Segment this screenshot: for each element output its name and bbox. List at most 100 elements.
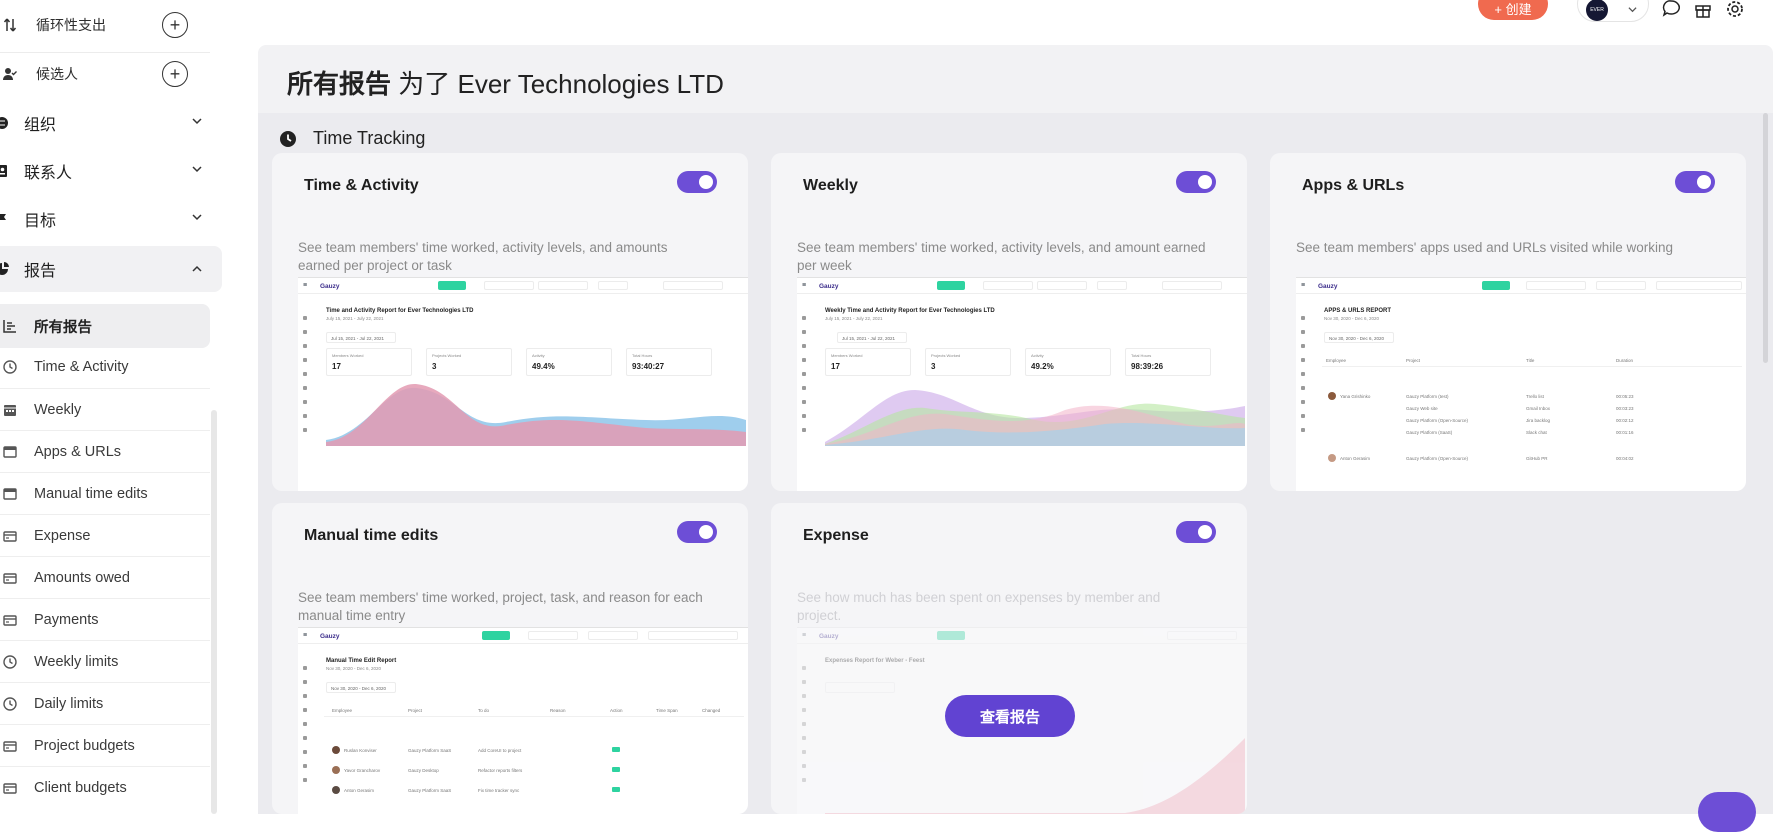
table-cell: Fix time tracker sync [478,788,520,793]
avatar [332,786,340,794]
table-cell: Yana Grishinko [1340,394,1371,399]
chevron-up-icon [192,265,202,272]
preview-stat: Members Worked 17 [326,348,412,376]
report-toggle[interactable] [1176,521,1216,543]
clock-icon [2,654,18,670]
preview-sidebar [802,316,807,456]
sidebar-item-recurring-expenses[interactable]: 循环性支出 + [0,8,210,42]
sidebar-item-client-budgets[interactable]: Client budgets [0,766,210,808]
preview-select [983,281,1033,290]
sidebar-item-weekly-limits[interactable]: Weekly limits [0,640,210,682]
sidebar-item-time-activity[interactable]: Time & Activity [0,346,210,388]
preview-sidebar [303,666,308,806]
sidebar-group-reports[interactable]: 报告 [0,246,222,292]
stat-label: Activity [532,353,545,358]
sidebar-group-label: 联系人 [24,165,73,182]
preview-select [1596,281,1646,290]
sidebar-item-all-reports[interactable]: 所有报告 [0,304,210,348]
floating-action-button[interactable] [1698,792,1756,832]
table-cell: GitHub PR [1526,456,1548,461]
sidebar-group-goals[interactable]: 目标 [0,198,222,240]
sidebar-scrollbar[interactable] [211,410,217,814]
table-cell: Gauzy Platform SaaS [408,788,452,793]
add-candidate-button[interactable]: + [162,61,188,87]
preview-logo: Gauzy [320,633,340,640]
card-title: Time & Activity [304,177,419,194]
preview-logo: Gauzy [819,633,839,640]
divider [1322,366,1742,367]
preview-select [1162,281,1222,290]
report-toggle[interactable] [677,171,717,193]
table-cell: Anton Gerasim [1340,456,1371,461]
preview-stat: Members Worked 17 [825,348,911,376]
user-check-icon [2,66,18,82]
settings-gear-icon[interactable] [1726,0,1744,18]
sidebar-item-expense[interactable]: Expense [0,514,210,556]
sidebar-item-weekly[interactable]: Weekly [0,388,210,430]
sidebar-item-project-budgets[interactable]: Project budgets [0,724,210,766]
stat-label: Projects Worked [931,353,961,358]
preview-date-range: Nov 30, 2020 - Dec 6, 2020 [326,682,396,693]
table-cell: 00:01:16 [1616,430,1634,435]
page-title-org: 为了 Ever Technologies LTD [398,69,724,99]
table-cell: 00:04:02 [1616,456,1634,461]
create-button[interactable]: + 创建 [1478,0,1548,20]
stat-value: 49.4% [532,362,555,371]
table-cell: Ruslan Konviser [344,748,377,753]
sidebar-item-candidates[interactable]: 候选人 + [0,57,210,91]
gift-icon[interactable] [1694,0,1712,18]
card-description: See team members' time worked, project, … [298,590,703,623]
report-card-time-activity[interactable]: Time & Activity See team members' time w… [272,153,748,491]
column-header: Project [408,708,423,713]
section-title-label: Time Tracking [313,128,426,148]
table-cell: Gmail Inbox [1526,406,1551,411]
table-cell: Gauzy Web site [1406,406,1438,411]
stat-value: 98:39:26 [1131,362,1164,371]
sidebar-group-contacts[interactable]: 联系人 [0,150,222,192]
sidebar-item-daily-limits[interactable]: Daily limits [0,682,210,724]
view-report-button[interactable]: 查看报告 [945,695,1075,737]
stat-label: Members Worked [831,353,863,358]
preview-create-button [438,281,466,290]
chat-icon[interactable] [1662,0,1680,18]
sidebar-group-organization[interactable]: 组织 [0,102,222,144]
credit-card-icon [2,528,18,544]
main-scrollbar[interactable] [1763,113,1768,363]
sidebar-item-amounts-owed[interactable]: Amounts owed [0,556,210,598]
stat-label: Total Hours [1131,353,1152,358]
sidebar-item-label: 所有报告 [34,319,92,336]
report-toggle[interactable] [1176,171,1216,193]
preview-title: Time and Activity Report for Ever Techno… [326,308,474,314]
clock-icon [2,696,18,712]
chevron-down-icon [1628,7,1637,13]
sidebar-item-payments[interactable]: Payments [0,598,210,640]
preview-topbar: ≡ Gauzy [797,278,1247,294]
sidebar-item-apps-urls[interactable]: Apps & URLs [0,430,210,472]
page-title-bold: 所有报告 [287,69,392,99]
preview-select [484,281,534,290]
stat-value: 3 [931,362,936,371]
report-card-weekly[interactable]: Weekly See team members' time worked, ac… [771,153,1247,491]
preview-subtitle: Nov 30, 2020 - Dec 6, 2020 [326,666,382,671]
sidebar-group-label: 目标 [24,213,57,230]
report-preview: ≡ Gauzy Weekly Time and Activity Report … [797,277,1247,491]
organization-selector[interactable]: EVER [1577,0,1649,22]
table-cell: Jira backlog [1526,418,1551,423]
card-description: See team members' apps used and URLs vis… [1296,240,1674,255]
sidebar-item-manual-time-edits[interactable]: Manual time edits [0,472,210,514]
preview-multi-area-chart [825,390,1245,446]
column-header: Title [1526,358,1535,363]
sidebar-item-label: Expense [34,527,91,544]
divider [0,52,210,53]
sidebar-item-label: 循环性支出 [36,17,106,33]
report-card-expense[interactable]: Expense See how much has been spent on e… [771,503,1247,814]
preview-topbar: ≡ Gauzy [298,278,748,294]
preview-select [1167,631,1237,640]
report-toggle[interactable] [1675,171,1715,193]
preview-title: Weekly Time and Activity Report for Ever… [825,308,995,314]
add-recurring-expense-button[interactable]: + [162,12,188,38]
stat-label: Projects Worked [432,353,462,358]
report-card-manual-time-edits[interactable]: Manual time edits See team members' time… [272,503,748,814]
report-toggle[interactable] [677,521,717,543]
report-card-apps-urls[interactable]: Apps & URLs See team members' apps used … [1270,153,1746,491]
